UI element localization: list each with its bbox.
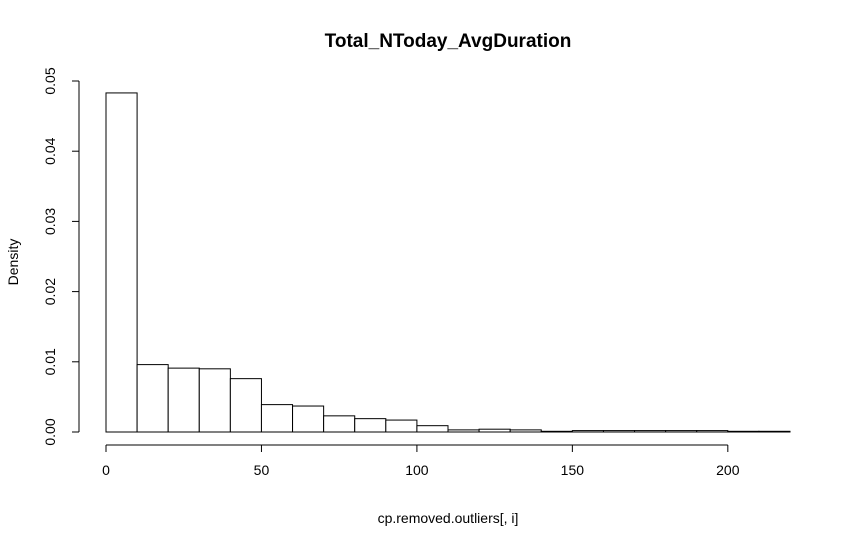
x-tick-label-4: 200 [716,462,740,478]
x-tick-label-0: 0 [102,462,110,478]
x-axis-label: cp.removed.outliers[, i] [378,510,519,526]
y-tick-label-1: 0.01 [42,348,58,375]
y-tick-label-2: 0.02 [42,278,58,305]
histogram-bar-16 [602,430,636,433]
histogram-bar-20 [727,430,760,433]
y-axis: 0.00 0.01 0.02 0.03 0.04 0.05 [42,67,80,446]
x-tick-label-3: 150 [561,462,585,478]
bars-group [105,92,791,433]
histogram-bar-2 [167,367,200,433]
histogram-bar-18 [665,430,698,433]
histogram-bar-13 [509,429,542,433]
y-tick-label-0: 0.00 [42,418,58,445]
histogram-bar-5 [260,404,294,433]
histogram-bar-9 [385,419,418,433]
histogram-bar-14 [540,430,573,433]
x-axis: 0 50 100 150 200 [102,444,740,478]
histogram-bar-11 [447,429,480,433]
y-tick-label-3: 0.03 [42,208,58,235]
histogram-bar-1 [136,364,169,433]
y-tick-label-5: 0.05 [42,67,58,94]
histogram-bar-3 [198,368,231,433]
histogram-bar-7 [323,415,356,433]
histogram-bar-19 [696,430,729,433]
x-tick-label-1: 50 [254,462,270,478]
chart-title: Total_NToday_AvgDuration [325,31,572,52]
histogram-bar-8 [354,418,387,433]
histogram-bar-21 [758,430,791,433]
histogram-bar-12 [478,428,511,433]
y-axis-label: Density [5,239,21,286]
y-tick-label-4: 0.04 [42,137,58,164]
histogram-bar-17 [634,430,667,433]
histogram-bar-15 [571,430,604,433]
histogram-bar-6 [292,405,325,433]
x-tick-label-2: 100 [405,462,429,478]
histogram-bar-4 [229,378,262,433]
histogram-bar-10 [416,425,449,433]
histogram-bar-0 [105,92,138,433]
